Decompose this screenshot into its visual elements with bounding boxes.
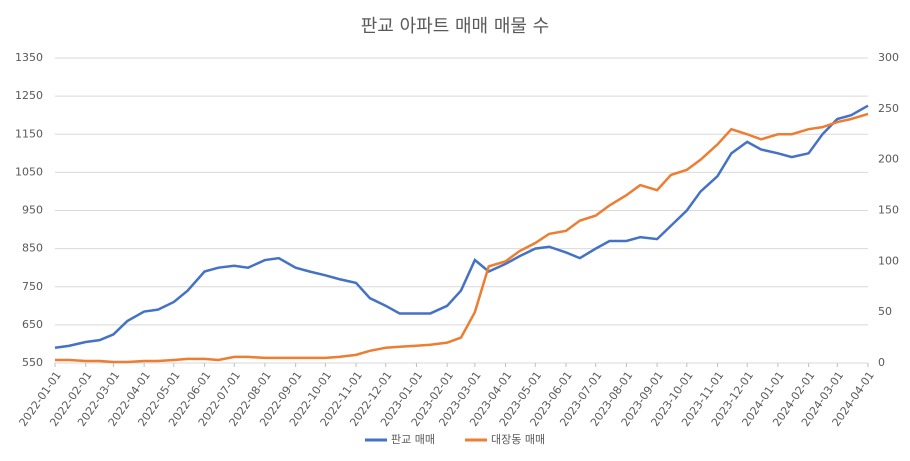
y-tick-label: 1350 <box>15 51 43 64</box>
y2-tick-label: 0 <box>878 356 885 369</box>
series-line <box>55 112 869 364</box>
y2-tick-label: 300 <box>878 51 899 64</box>
y-tick-label: 1250 <box>15 89 43 102</box>
y-tick-label: 550 <box>22 356 43 369</box>
y-tick-label: 850 <box>22 242 43 255</box>
y2-tick-label: 100 <box>878 254 899 267</box>
legend-label: 판교 매매 <box>391 433 435 446</box>
y2-tick-label: 50 <box>878 305 892 318</box>
y-tick-label: 950 <box>22 204 43 217</box>
y-tick-label: 750 <box>22 280 43 293</box>
series-line <box>54 104 869 349</box>
y2-tick-label: 150 <box>878 204 899 217</box>
legend-label: 대장동 매매 <box>491 433 545 446</box>
chart-title: 판교 아파트 매매 매물 수 <box>361 16 550 37</box>
y-tick-label: 650 <box>22 318 43 331</box>
y2-tick-label: 250 <box>878 102 899 115</box>
y2-tick-label: 200 <box>878 153 899 166</box>
y-tick-label: 1050 <box>15 165 43 178</box>
y-tick-label: 1150 <box>15 127 43 140</box>
